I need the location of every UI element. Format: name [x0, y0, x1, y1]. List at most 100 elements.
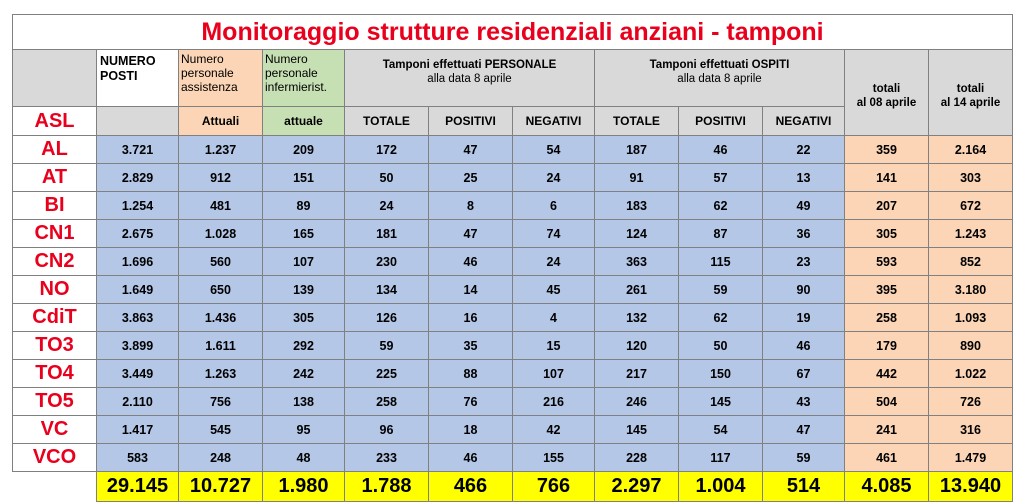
cell-infermieri: 305: [262, 303, 345, 332]
cell-infermieri: 139: [262, 275, 345, 304]
cell-assistenza: 1.237: [178, 135, 263, 164]
cell-tot-08: 305: [844, 219, 929, 248]
total-p-negativi: 766: [512, 471, 595, 502]
table-row: AL 3.721 1.237 209 172 47 54 187 46 22 359 2.164: [12, 135, 1013, 164]
cell-tot-14: 2.164: [928, 135, 1013, 164]
cell-o-negativi: 46: [762, 331, 845, 360]
cell-p-negativi: 155: [512, 443, 595, 472]
cell-p-negativi: 42: [512, 415, 595, 444]
cell-assistenza: 560: [178, 247, 263, 276]
cell-assistenza: 1.436: [178, 303, 263, 332]
cell-tot-08: 258: [844, 303, 929, 332]
row-asl: AL: [12, 135, 97, 164]
cell-infermieri: 292: [262, 331, 345, 360]
cell-p-positivi: 35: [428, 331, 513, 360]
cell-o-positivi: 117: [678, 443, 763, 472]
cell-posti: 2.110: [96, 387, 179, 416]
cell-tot-14: 303: [928, 163, 1013, 192]
cell-p-positivi: 16: [428, 303, 513, 332]
cell-p-totale: 59: [344, 331, 429, 360]
header-personale-infermieristico: Numero personale infermierist.: [262, 49, 345, 107]
total-o-totale: 2.297: [594, 471, 679, 502]
cell-infermieri: 107: [262, 247, 345, 276]
cell-tot-14: 3.180: [928, 275, 1013, 304]
header-asl: ASL: [12, 106, 97, 136]
cell-p-positivi: 88: [428, 359, 513, 388]
cell-p-positivi: 76: [428, 387, 513, 416]
table-row: CdiT 3.863 1.436 305 126 16 4 132 62 19 258 1.093: [12, 303, 1013, 332]
cell-tot-08: 461: [844, 443, 929, 472]
cell-o-negativi: 23: [762, 247, 845, 276]
cell-tot-08: 179: [844, 331, 929, 360]
table-row: TO4 3.449 1.263 242 225 88 107 217 150 67 442 1.022: [12, 359, 1013, 388]
header-text: alla data 8 aprile: [677, 73, 762, 85]
cell-tot-14: 726: [928, 387, 1013, 416]
total-p-positivi: 466: [428, 471, 513, 502]
table-row: TO3 3.899 1.611 292 59 35 15 120 50 46 179 890: [12, 331, 1013, 360]
cell-assistenza: 1.611: [178, 331, 263, 360]
cell-o-positivi: 50: [678, 331, 763, 360]
cell-p-positivi: 25: [428, 163, 513, 192]
table-row: NO 1.649 650 139 134 14 45 261 59 90 395 3.180: [12, 275, 1013, 304]
row-asl: VCO: [12, 443, 97, 472]
header-text: Tamponi effettuati PERSONALE: [382, 59, 557, 71]
header-attuale: attuale: [262, 106, 345, 136]
cell-o-totale: 145: [594, 415, 679, 444]
cell-tot-14: 672: [928, 191, 1013, 220]
cell-p-totale: 230: [344, 247, 429, 276]
cell-o-positivi: 59: [678, 275, 763, 304]
row-asl: BI: [12, 191, 97, 220]
row-asl: CN1: [12, 219, 97, 248]
cell-o-positivi: 115: [678, 247, 763, 276]
row-asl: CN2: [12, 247, 97, 276]
cell-tot-08: 141: [844, 163, 929, 192]
table-row: BI 1.254 481 89 24 8 6 183 62 49 207 672: [12, 191, 1013, 220]
cell-p-negativi: 4: [512, 303, 595, 332]
header-text: infermierist.: [265, 80, 328, 94]
row-asl: TO5: [12, 387, 97, 416]
cell-o-totale: 91: [594, 163, 679, 192]
cell-p-negativi: 45: [512, 275, 595, 304]
cell-o-negativi: 22: [762, 135, 845, 164]
header-p-negativi: NEGATIVI: [512, 106, 595, 136]
cell-o-totale: 228: [594, 443, 679, 472]
cell-o-positivi: 62: [678, 303, 763, 332]
header-text: al 08 aprile: [856, 96, 917, 109]
cell-o-negativi: 13: [762, 163, 845, 192]
table-row: VCO 583 248 48 233 46 155 228 117 59 461 1.479: [12, 443, 1013, 472]
table-row: CN1 2.675 1.028 165 181 47 74 124 87 36 305 1.243: [12, 219, 1013, 248]
page-title: Monitoraggio strutture residenziali anzi…: [12, 14, 1013, 50]
total-infermieri: 1.980: [262, 471, 345, 502]
total-o-negativi: 514: [762, 471, 845, 502]
cell-o-positivi: 54: [678, 415, 763, 444]
header-o-negativi: NEGATIVI: [762, 106, 845, 136]
header-o-totale: TOTALE: [594, 106, 679, 136]
cell-assistenza: 650: [178, 275, 263, 304]
cell-tot-08: 442: [844, 359, 929, 388]
header-blank: [96, 106, 179, 136]
total-p-totale: 1.788: [344, 471, 429, 502]
cell-tot-14: 1.479: [928, 443, 1013, 472]
cell-o-negativi: 47: [762, 415, 845, 444]
cell-assistenza: 912: [178, 163, 263, 192]
cell-o-negativi: 36: [762, 219, 845, 248]
cell-p-totale: 24: [344, 191, 429, 220]
cell-tot-14: 852: [928, 247, 1013, 276]
cell-o-negativi: 43: [762, 387, 845, 416]
header-personale-assistenza: Numero personale assistenza: [178, 49, 263, 107]
cell-o-totale: 217: [594, 359, 679, 388]
cell-o-totale: 363: [594, 247, 679, 276]
cell-p-negativi: 216: [512, 387, 595, 416]
data-rows: AL 3.721 1.237 209 172 47 54 187 46 22 359 2.164 AT 2…: [12, 135, 1013, 472]
cell-posti: 3.863: [96, 303, 179, 332]
cell-p-totale: 96: [344, 415, 429, 444]
row-asl: VC: [12, 415, 97, 444]
cell-infermieri: 242: [262, 359, 345, 388]
cell-posti: 1.649: [96, 275, 179, 304]
header-tamponi-personale: Tamponi effettuati PERSONALE alla data 8…: [344, 49, 595, 107]
header-o-positivi: POSITIVI: [678, 106, 763, 136]
cell-p-positivi: 47: [428, 135, 513, 164]
cell-p-positivi: 46: [428, 247, 513, 276]
cell-o-totale: 132: [594, 303, 679, 332]
cell-o-negativi: 49: [762, 191, 845, 220]
